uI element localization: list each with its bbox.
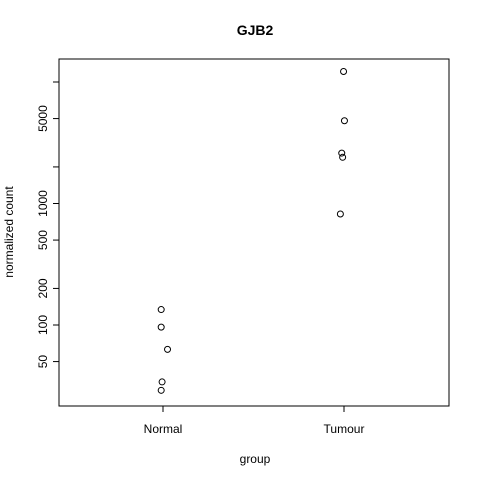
data-point	[339, 153, 347, 161]
x-tick-label: Normal	[144, 422, 183, 436]
y-tick-label: 5000	[36, 105, 50, 132]
y-axis-label: normalized count	[2, 186, 16, 278]
data-point	[340, 117, 348, 125]
data-points	[157, 68, 348, 394]
y-tick-label: 500	[36, 230, 50, 250]
data-point	[157, 306, 165, 314]
y-tick-label: 200	[36, 278, 50, 298]
data-point	[340, 68, 348, 76]
x-tick-label: Tumour	[324, 422, 365, 436]
data-point	[336, 210, 344, 218]
data-point	[157, 386, 165, 394]
x-axis: Normal Tumour	[144, 405, 365, 436]
data-point	[158, 378, 166, 386]
data-point	[338, 149, 346, 157]
data-point	[164, 345, 172, 353]
y-axis: 50 100 200 500 1000 5000	[36, 81, 60, 369]
y-tick-label: 1000	[36, 190, 50, 217]
y-tick-label: 100	[36, 315, 50, 335]
plot-frame	[58, 58, 450, 407]
x-axis-label: group	[240, 452, 271, 466]
data-point	[157, 323, 165, 331]
y-tick-label: 50	[36, 355, 50, 369]
chart-title: GJB2	[237, 22, 274, 38]
